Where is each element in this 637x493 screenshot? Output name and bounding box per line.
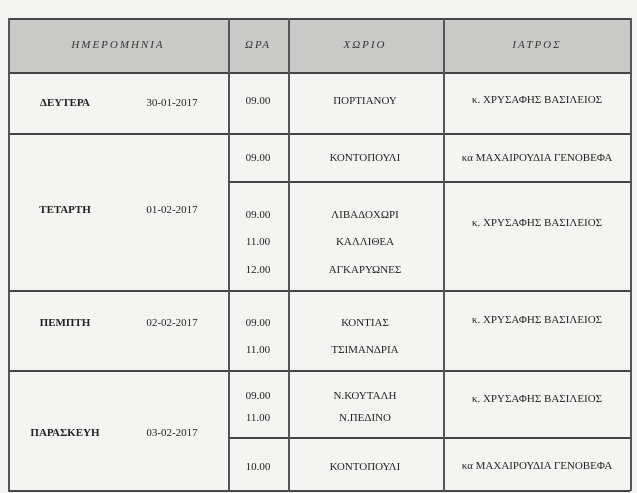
time: 11.00 (245, 236, 271, 248)
village: Ν.ΠΕΔΙΝΟ (339, 412, 391, 424)
row-divider (8, 133, 630, 135)
date: 01-02-2017 (146, 204, 198, 216)
column-divider (228, 18, 230, 491)
day-name: ΔΕΥΤΕΡΑ (40, 97, 90, 109)
village: ΑΓΚΑΡΥΩΝΕΣ (328, 264, 402, 276)
day-name: ΠΑΡΑΣΚΕΥΗ (30, 427, 100, 439)
row-divider (8, 72, 630, 74)
header-village: ΧΩΡΙΟ (343, 39, 387, 51)
row-divider (8, 490, 630, 492)
doctor: κ. ΧΡΥΣΑΦΗΣ ΒΑΣΙΛΕΙΟΣ (471, 217, 603, 229)
day-name: ΠΕΜΠΤΗ (39, 317, 91, 329)
doctor: κ. ΧΡΥΣΑΦΗΣ ΒΑΣΙΛΕΙΟΣ (471, 393, 603, 405)
doctor: κα ΜΑΧΑΙΡΟΥΔΙΑ ΓΕΝΟΒΕΦΑ (461, 460, 613, 472)
village: ΚΑΛΛΙΘΕΑ (335, 236, 395, 248)
village: ΤΣΙΜΑΝΔΡΙΑ (331, 344, 399, 356)
village: ΚΟΝΤΟΠΟΥΛΙ (329, 152, 401, 164)
row-divider (8, 370, 630, 372)
time: 09.00 (245, 95, 271, 107)
village: ΚΟΝΤΟΠΟΥΛΙ (329, 461, 401, 473)
village: ΠΟΡΤΙΑΝΟΥ (333, 95, 397, 107)
date: 02-02-2017 (146, 317, 198, 329)
header-doctor: ΙΑΤΡΟΣ (512, 39, 562, 51)
table-header (8, 18, 630, 72)
time: 09.00 (245, 209, 271, 221)
row-divider (8, 290, 630, 292)
column-divider (8, 18, 10, 491)
row-divider (228, 181, 630, 183)
time: 09.00 (245, 390, 271, 402)
time: 12.00 (245, 264, 271, 276)
row-divider (8, 18, 630, 20)
column-divider (630, 18, 632, 491)
time: 09.00 (245, 152, 271, 164)
time: 11.00 (245, 412, 271, 424)
date: 03-02-2017 (146, 427, 198, 439)
row-divider (228, 437, 630, 439)
header-date: ΗΜΕΡΟΜΗΝΙΑ (71, 39, 165, 51)
time: 09.00 (245, 317, 271, 329)
header-time: ΩΡΑ (245, 39, 271, 51)
doctor: κ. ΧΡΥΣΑΦΗΣ ΒΑΣΙΛΕΙΟΣ (471, 94, 603, 106)
village: Ν.ΚΟΥΤΑΛΗ (333, 390, 397, 402)
date: 30-01-2017 (146, 97, 198, 109)
village: ΛΙΒΑΔΟΧΩΡΙ (331, 209, 399, 221)
day-name: ΤΕΤΑΡΤΗ (39, 204, 91, 216)
doctor: κα ΜΑΧΑΙΡΟΥΔΙΑ ΓΕΝΟΒΕΦΑ (461, 152, 613, 164)
time: 11.00 (245, 344, 271, 356)
doctor: κ. ΧΡΥΣΑΦΗΣ ΒΑΣΙΛΕΙΟΣ (471, 314, 603, 326)
column-divider (443, 18, 445, 491)
village: ΚΟΝΤΙΑΣ (341, 317, 389, 329)
column-divider (288, 18, 290, 491)
time: 10.00 (245, 461, 271, 473)
